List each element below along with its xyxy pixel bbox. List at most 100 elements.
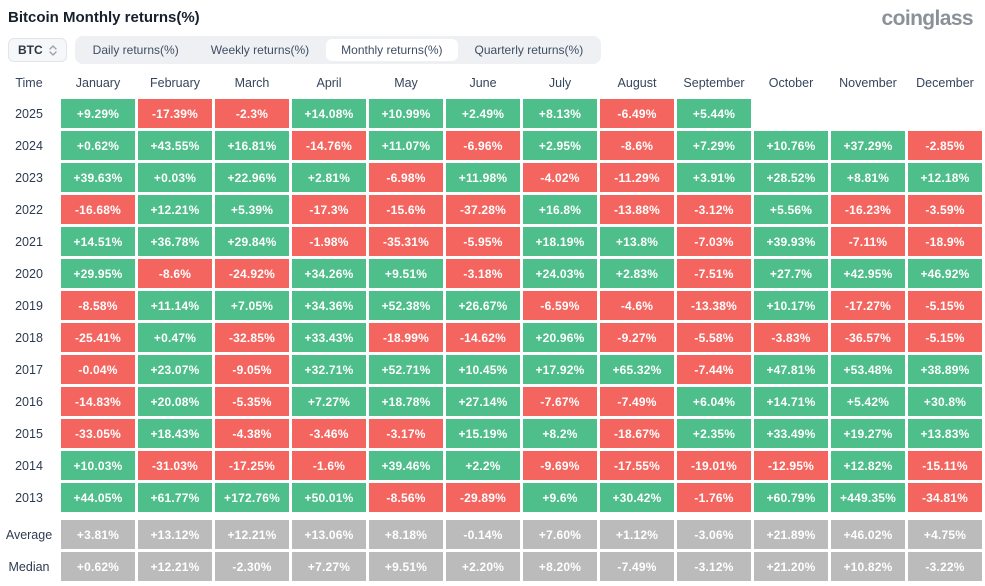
tab-1[interactable]: Weekly returns(%) xyxy=(210,43,310,57)
return-cell: +8.18% xyxy=(369,520,443,549)
return-cell: +10.76% xyxy=(754,131,828,160)
return-cell: -34.81% xyxy=(908,483,982,512)
return-cell: +172.76% xyxy=(215,483,289,512)
return-cell: +6.04% xyxy=(677,387,751,416)
return-cell: +7.29% xyxy=(677,131,751,160)
return-cell: +43.55% xyxy=(138,131,212,160)
return-cell: +42.95% xyxy=(831,259,905,288)
return-cell: +10.82% xyxy=(831,552,905,581)
return-cell: +34.26% xyxy=(292,259,366,288)
tab-3[interactable]: Quarterly returns(%) xyxy=(474,43,584,57)
return-cell: +9.29% xyxy=(61,99,135,128)
return-cell: +16.8% xyxy=(523,195,597,224)
return-cell: +2.2% xyxy=(446,451,520,480)
return-cell: +50.01% xyxy=(292,483,366,512)
return-cell: +46.02% xyxy=(831,520,905,549)
return-cell: -13.38% xyxy=(677,291,751,320)
return-cell: +10.45% xyxy=(446,355,520,384)
return-cell: +13.8% xyxy=(600,227,674,256)
return-cell: -7.49% xyxy=(600,552,674,581)
return-cell: -17.27% xyxy=(831,291,905,320)
return-cell: +14.08% xyxy=(292,99,366,128)
return-cell: -5.15% xyxy=(908,323,982,352)
column-header: June xyxy=(469,76,497,90)
return-cell: -11.29% xyxy=(600,163,674,192)
return-cell: -12.95% xyxy=(754,451,828,480)
column-header: August xyxy=(617,76,657,90)
row-label: 2018 xyxy=(15,330,43,345)
row-label: Average xyxy=(5,527,53,542)
return-cell: +13.06% xyxy=(292,520,366,549)
return-cell: -29.89% xyxy=(446,483,520,512)
return-cell: -6.96% xyxy=(446,131,520,160)
column-header: January xyxy=(75,76,121,90)
return-cell: -8.56% xyxy=(369,483,443,512)
return-cell: +1.12% xyxy=(600,520,674,549)
return-cell: -36.57% xyxy=(831,323,905,352)
return-cell: +24.03% xyxy=(523,259,597,288)
symbol-select[interactable]: BTC xyxy=(8,38,67,62)
return-cell: +14.51% xyxy=(61,227,135,256)
return-cell: +29.95% xyxy=(61,259,135,288)
return-cell: +16.81% xyxy=(215,131,289,160)
return-cell: -17.55% xyxy=(600,451,674,480)
return-cell: +8.20% xyxy=(523,552,597,581)
column-header: July xyxy=(548,76,572,90)
return-cell: +32.71% xyxy=(292,355,366,384)
updown-chevrons-icon xyxy=(48,44,57,56)
return-cell: -7.49% xyxy=(600,387,674,416)
return-cell: -8.58% xyxy=(61,291,135,320)
return-cell: +20.96% xyxy=(523,323,597,352)
return-cell: +27.7% xyxy=(754,259,828,288)
return-cell: +2.49% xyxy=(446,99,520,128)
return-cell: -18.67% xyxy=(600,419,674,448)
row-label: 2013 xyxy=(15,490,43,505)
return-cell: +36.78% xyxy=(138,227,212,256)
column-header: October xyxy=(768,76,814,90)
page-header: Bitcoin Monthly returns(%) coinglass xyxy=(0,0,985,33)
return-cell: -0.14% xyxy=(446,520,520,549)
column-header: May xyxy=(394,76,418,90)
return-cell: +47.81% xyxy=(754,355,828,384)
return-cell: +44.05% xyxy=(61,483,135,512)
return-cell: -16.23% xyxy=(831,195,905,224)
symbol-select-value: BTC xyxy=(18,43,43,57)
return-cell: +46.92% xyxy=(908,259,982,288)
return-cell: -7.44% xyxy=(677,355,751,384)
return-cell: +39.46% xyxy=(369,451,443,480)
return-cell: -6.49% xyxy=(600,99,674,128)
return-cell xyxy=(754,99,828,128)
return-cell: +0.62% xyxy=(61,131,135,160)
column-header: February xyxy=(149,76,201,90)
return-cell: -5.58% xyxy=(677,323,751,352)
return-cell: -7.03% xyxy=(677,227,751,256)
return-cell: +9.6% xyxy=(523,483,597,512)
return-cell: -4.6% xyxy=(600,291,674,320)
return-cell: +5.44% xyxy=(677,99,751,128)
return-cell: +33.43% xyxy=(292,323,366,352)
return-cell: +29.84% xyxy=(215,227,289,256)
return-cell: +23.07% xyxy=(138,355,212,384)
column-header: November xyxy=(839,76,897,90)
return-cell: +18.78% xyxy=(369,387,443,416)
return-cell: +52.38% xyxy=(369,291,443,320)
return-cell: +53.48% xyxy=(831,355,905,384)
return-cell: +9.51% xyxy=(369,259,443,288)
row-label: 2025 xyxy=(15,106,43,121)
return-cell: +4.75% xyxy=(908,520,982,549)
return-cell: +11.07% xyxy=(369,131,443,160)
return-cell: -7.11% xyxy=(831,227,905,256)
return-cell: -37.28% xyxy=(446,195,520,224)
return-cell: -1.98% xyxy=(292,227,366,256)
return-cell: +12.21% xyxy=(138,552,212,581)
return-cell: -17.39% xyxy=(138,99,212,128)
return-cell: -2.30% xyxy=(215,552,289,581)
tab-0[interactable]: Daily returns(%) xyxy=(92,43,179,57)
return-cell: +5.39% xyxy=(215,195,289,224)
return-cell: +65.32% xyxy=(600,355,674,384)
tab-2[interactable]: Monthly returns(%) xyxy=(326,39,458,61)
return-cell: -3.06% xyxy=(677,520,751,549)
page-title: Bitcoin Monthly returns(%) xyxy=(8,9,200,26)
return-cell: +12.21% xyxy=(215,520,289,549)
return-cell: -3.46% xyxy=(292,419,366,448)
